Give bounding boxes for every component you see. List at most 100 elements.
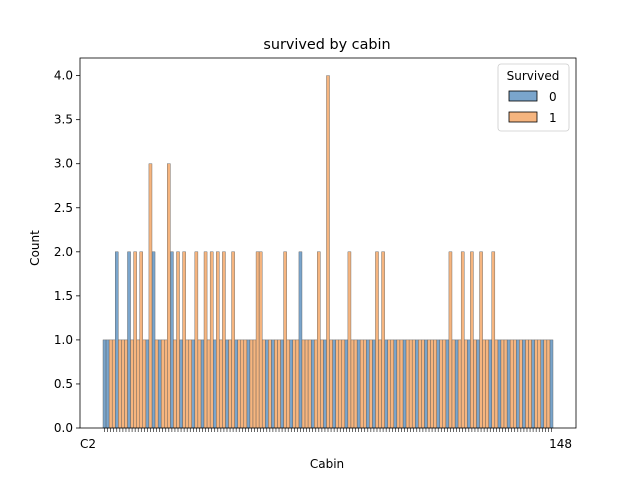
bar-survived-0-cabin-4 (115, 251, 119, 429)
bar-survived-1-cabin-6 (121, 339, 125, 429)
legend-swatch-1 (508, 111, 538, 123)
bar-survived-1-cabin-130 (500, 339, 505, 429)
bar-survived-0-cabin-146 (549, 339, 554, 429)
bar-survived-1-cabin-124 (482, 339, 486, 429)
bar-survived-1-cabin-100 (408, 339, 413, 429)
bar-survived-0-cabin-29 (191, 339, 196, 429)
bar-survived-0-cabin-140 (531, 339, 535, 429)
bar-survived-1-cabin-104 (421, 339, 425, 429)
y-tick-label: 2.0 (54, 245, 73, 259)
bar-survived-1-cabin-35 (209, 251, 214, 429)
bar-survived-0-cabin-8 (127, 251, 131, 429)
bar-survived-0-cabin-16 (151, 251, 156, 429)
bar-survived-1-cabin-71 (320, 339, 324, 429)
bar-survived-1-cabin-144 (543, 339, 548, 429)
bar-survived-1-cabin-138 (525, 339, 529, 429)
bar-survived-1-cabin-90 (378, 339, 382, 429)
bar-survived-1-cabin-87 (369, 339, 373, 429)
bar-survived-1-cabin-141 (534, 339, 538, 429)
bar-survived-1-cabin-139 (528, 339, 532, 429)
bar-survived-1-cabin-41 (228, 339, 232, 429)
y-tick-label: 4.0 (54, 69, 73, 83)
bar-survived-1-cabin-96 (396, 339, 401, 429)
bar-survived-1-cabin-69 (314, 339, 318, 429)
bar-survived-0-cabin-122 (476, 339, 480, 429)
bar-survived-0-cabin-68 (310, 339, 315, 429)
bar-survived-1-cabin-94 (390, 339, 395, 429)
bar-survived-1-cabin-82 (353, 339, 358, 429)
y-axis-label: Count (28, 230, 42, 266)
bar-survived-1-cabin-125 (485, 339, 489, 429)
bar-survived-0-cabin-0 (102, 339, 107, 429)
y-tick-label: 3.5 (54, 113, 73, 127)
chart-title: survived by cabin (263, 37, 390, 53)
bar-survived-1-cabin-121 (473, 339, 477, 429)
bar-survived-1-cabin-2 (108, 339, 113, 429)
bar-survived-1-cabin-42 (231, 251, 235, 429)
bar-survived-1-cabin-57 (277, 339, 281, 429)
bar-survived-1-cabin-114 (451, 339, 456, 429)
bar-survived-1-cabin-118 (464, 339, 468, 429)
bar-survived-0-cabin-18 (157, 339, 162, 429)
bar-survived-0-cabin-105 (424, 339, 428, 429)
y-tick-label: 3.0 (54, 157, 73, 171)
bar-survived-1-cabin-91 (381, 251, 385, 429)
bar-survived-1-cabin-123 (479, 251, 483, 429)
bar-survived-1-cabin-128 (494, 339, 499, 429)
bar-survived-1-cabin-24 (176, 251, 180, 429)
bar-survived-0-cabin-129 (497, 339, 502, 429)
bar-survived-0-cabin-92 (384, 339, 388, 429)
bar-survived-0-cabin-88 (372, 339, 376, 429)
bar-survived-0-cabin-53 (265, 339, 269, 429)
bar-survived-1-cabin-93 (387, 339, 391, 429)
bar-survived-1-cabin-50 (255, 251, 260, 429)
bar-survived-1-cabin-48 (249, 339, 254, 429)
bar-survived-1-cabin-107 (430, 339, 434, 429)
bar-survived-0-cabin-137 (522, 339, 526, 429)
y-tick-label: 0.0 (54, 421, 73, 435)
bar-survived-0-cabin-119 (467, 339, 471, 429)
bar-survived-1-cabin-56 (274, 339, 278, 429)
bar-survived-1-cabin-110 (439, 339, 443, 429)
bar-survived-1-cabin-44 (237, 339, 241, 429)
bar-survived-1-cabin-99 (405, 339, 410, 429)
bar-survived-1-cabin-80 (347, 251, 352, 429)
legend-label-0: 0 (549, 90, 557, 104)
bar-survived-1-cabin-142 (537, 339, 541, 429)
bar-survived-1-cabin-73 (326, 75, 330, 429)
bar-survived-1-cabin-65 (301, 339, 306, 429)
bar-survived-0-cabin-95 (393, 339, 398, 429)
bar-survived-0-cabin-1 (105, 339, 110, 429)
bar-survived-0-cabin-75 (332, 339, 336, 429)
bar-survived-1-cabin-81 (350, 339, 355, 429)
bar-survived-1-cabin-5 (118, 339, 122, 429)
bar-survived-1-cabin-13 (142, 339, 147, 429)
bar-survived-0-cabin-143 (540, 339, 545, 429)
bar-survived-1-cabin-60 (286, 339, 290, 429)
bar-survived-0-cabin-98 (402, 339, 407, 429)
y-tick-label: 2.5 (54, 201, 73, 215)
bar-survived-1-cabin-26 (182, 251, 186, 429)
bar-survived-1-cabin-113 (448, 251, 453, 429)
y-tick-label: 1.5 (54, 289, 73, 303)
legend-title: Survived (507, 69, 560, 83)
bar-survived-0-cabin-109 (436, 339, 440, 429)
bar-survived-1-cabin-39 (222, 251, 226, 429)
bar-survived-1-cabin-7 (124, 339, 128, 429)
bar-survived-1-cabin-49 (252, 339, 257, 429)
bar-survived-1-cabin-59 (283, 251, 287, 429)
y-tick-label: 0.5 (54, 377, 73, 391)
bar-survived-1-cabin-111 (442, 339, 447, 429)
x-axis: C2 148 (80, 428, 572, 451)
bar-survived-0-cabin-64 (298, 251, 303, 429)
bar-survived-1-cabin-63 (295, 339, 300, 429)
bar-survived-1-cabin-62 (292, 339, 297, 429)
legend: Survived 0 1 (497, 63, 570, 132)
bar-survived-1-cabin-3 (111, 339, 116, 429)
bar-survived-1-cabin-131 (503, 339, 508, 429)
bar-survived-1-cabin-101 (411, 339, 416, 429)
bar-survived-0-cabin-135 (516, 339, 520, 429)
bar-survived-0-cabin-79 (344, 339, 349, 429)
bar-survived-1-cabin-46 (243, 339, 248, 429)
